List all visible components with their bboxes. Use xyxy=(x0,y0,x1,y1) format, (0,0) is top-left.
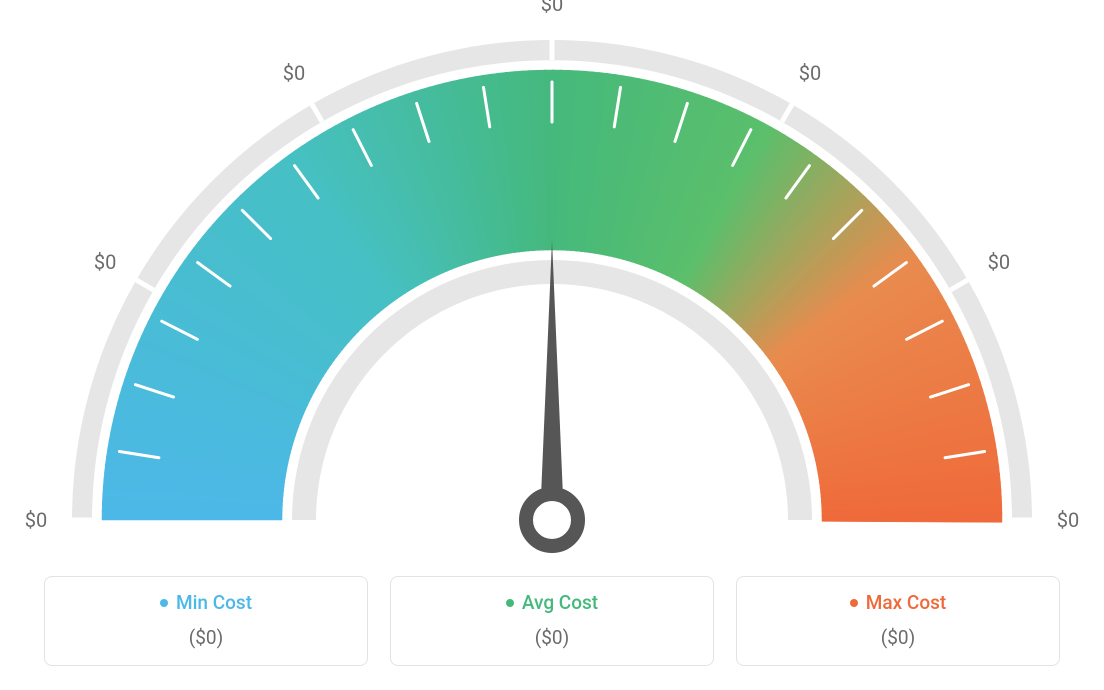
legend-title-text: Avg Cost xyxy=(522,591,598,614)
legend-title-text: Max Cost xyxy=(866,591,946,614)
gauge-tick-label: $0 xyxy=(94,250,116,274)
legend-title-text: Min Cost xyxy=(176,591,252,614)
gauge-tick-label: $0 xyxy=(541,0,563,16)
gauge-tick-label: $0 xyxy=(799,61,821,85)
legend-card-min: Min Cost ($0) xyxy=(44,576,368,666)
legend-value-min: ($0) xyxy=(55,626,357,649)
gauge-chart: $0 $0 $0 $0 $0 $0 $0 xyxy=(0,0,1104,560)
gauge-tick-label: $0 xyxy=(988,250,1010,274)
dot-icon xyxy=(506,599,514,607)
legend-title-avg: Avg Cost xyxy=(506,591,598,614)
legend-card-max: Max Cost ($0) xyxy=(736,576,1060,666)
legend-title-min: Min Cost xyxy=(160,591,252,614)
gauge-cost-widget: $0 $0 $0 $0 $0 $0 $0 Min Cost ($0) Avg Cost ($… xyxy=(0,0,1104,690)
legend-value-max: ($0) xyxy=(747,626,1049,649)
gauge-tick-label: $0 xyxy=(1057,508,1079,532)
legend-title-max: Max Cost xyxy=(850,591,946,614)
dot-icon xyxy=(160,599,168,607)
gauge-svg xyxy=(0,0,1104,560)
legend-card-avg: Avg Cost ($0) xyxy=(390,576,714,666)
gauge-tick-label: $0 xyxy=(283,61,305,85)
legend-row: Min Cost ($0) Avg Cost ($0) Max Cost ($0… xyxy=(44,576,1060,666)
legend-value-avg: ($0) xyxy=(401,626,703,649)
gauge-tick-label: $0 xyxy=(25,508,47,532)
dot-icon xyxy=(850,599,858,607)
